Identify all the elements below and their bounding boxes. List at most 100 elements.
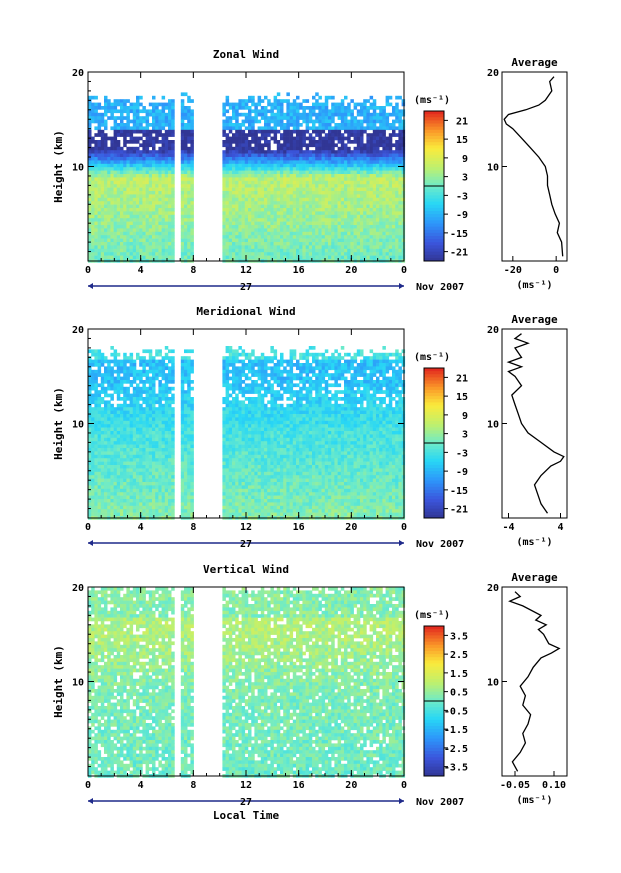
colorbar-segment (424, 411, 444, 416)
colorbar-tick-label: -15 (450, 229, 468, 240)
colorbar-segment (424, 738, 444, 743)
x-tick-label: 8 (190, 522, 196, 533)
colorbar-segment (424, 182, 444, 187)
y-axis-label: Height (km) (52, 645, 65, 718)
colorbar-segment (424, 151, 444, 156)
colorbar-segment (424, 408, 444, 413)
colorbar-segment (424, 638, 444, 643)
panel-3: Vertical Wind 0 4 8 12 16 20 0 10 20 Height (km) 27… (52, 563, 568, 822)
x-tick-label: 0 (85, 522, 91, 533)
average-x-label: (ms⁻¹) (516, 537, 552, 548)
colorbar-segment (424, 760, 444, 764)
x-tick-label: 20 (345, 265, 357, 276)
colorbar-segment (424, 201, 444, 206)
colorbar-segment (424, 446, 444, 450)
colorbar-segment (424, 396, 444, 400)
colorbar-segment (424, 666, 444, 671)
colorbar-segment (424, 405, 444, 410)
colorbar-tick-label: 0.5 (450, 688, 468, 699)
average-x-label: (ms⁻¹) (516, 280, 552, 291)
day-bar-arrow-right (399, 798, 404, 804)
colorbar-segment (424, 455, 444, 460)
colorbar-segment (424, 452, 444, 456)
colorbar-segment (424, 139, 444, 143)
average-profile: Average 10 20 -0.05 0.10 (ms⁻¹) (487, 571, 568, 806)
colorbar-segment (424, 751, 444, 755)
colorbar-segment (424, 461, 444, 466)
colorbar-segment (424, 226, 444, 231)
colorbar-segment (424, 414, 444, 419)
day-bar-arrow-left (88, 798, 93, 804)
colorbar-segment (424, 393, 444, 397)
x-tick-label: 0 (401, 780, 407, 791)
colorbar-tick-label: -1.5 (444, 725, 468, 736)
colorbar-tick-label: -9 (456, 210, 468, 221)
x-tick-label: 12 (240, 522, 252, 533)
colorbar-segment (424, 483, 444, 488)
colorbar-segment (424, 722, 444, 727)
average-frame (501, 586, 568, 777)
x-tick-label: 16 (293, 522, 305, 533)
colorbar-segment (424, 214, 444, 218)
colorbar-segment (424, 471, 444, 475)
average-x-tick-label: 0.10 (542, 780, 566, 791)
average-y-tick-label: 10 (487, 420, 499, 431)
average-frame (501, 328, 568, 519)
colorbar-segment (424, 741, 444, 746)
colorbar-segment (424, 374, 444, 378)
colorbar-tick-label: 1.5 (450, 669, 468, 680)
y-tick-label: 10 (72, 420, 84, 431)
colorbar-tick-label: -21 (450, 505, 468, 516)
colorbar-segment (424, 161, 444, 165)
colorbar-tick-label: 9 (462, 411, 468, 422)
colorbar-tick-label: 21 (456, 116, 468, 127)
colorbar-tick-label: 2.5 (450, 650, 468, 661)
day-bar-arrow-right (399, 283, 404, 289)
colorbar-segment (424, 145, 444, 149)
x-tick-label: 12 (240, 780, 252, 791)
colorbar-segment (424, 682, 444, 686)
colorbar-segment (424, 729, 444, 733)
colorbar-segment (424, 651, 444, 655)
colorbar-segment (424, 697, 444, 702)
date-label: Nov 2007 (416, 539, 464, 550)
colorbar-segment (424, 251, 444, 256)
average-y-tick-label: 10 (487, 163, 499, 174)
average-x-tick-label: 4 (557, 522, 563, 533)
colorbar-segment (424, 511, 444, 516)
colorbar-tick-label: 15 (456, 392, 468, 403)
average-y-tick-label: 20 (487, 583, 499, 594)
colorbar-segment (424, 427, 444, 431)
x-tick-label: 4 (138, 780, 144, 791)
colorbar-segment (424, 242, 444, 246)
date-label: Nov 2007 (416, 282, 464, 293)
average-line (503, 76, 564, 257)
colorbar-segment (424, 211, 444, 215)
colorbar-segment (424, 663, 444, 668)
colorbar-segment (424, 204, 444, 209)
colorbar-tick-label: 3 (462, 430, 468, 441)
y-tick-label: 20 (72, 68, 84, 79)
colorbar-segment (424, 220, 444, 224)
colorbar-segment (424, 713, 444, 718)
colorbar-segment (424, 672, 444, 677)
colorbar-segment (424, 632, 444, 636)
colorbar-segment (424, 179, 444, 184)
colorbar-segment (424, 763, 444, 768)
colorbar-segment (424, 719, 444, 724)
colorbar-tick-label: 15 (456, 135, 468, 146)
colorbar-segment (424, 123, 444, 128)
colorbar: (ms⁻¹)3.5 2.5 1.5 0.5 -0.5 -1.5 -2.5 -3.5 (414, 610, 468, 777)
colorbar-segment (424, 735, 444, 739)
colorbar: (ms⁻¹) 21 15 9 3 -3 -9 -15 -21 (414, 352, 468, 519)
average-y-tick-label: 20 (487, 325, 499, 336)
colorbar-segment (424, 707, 444, 711)
average-line (508, 591, 561, 772)
colorbar-segment (424, 421, 444, 425)
colorbar-segment (424, 126, 444, 131)
colorbar-segment (424, 223, 444, 228)
average-line (506, 333, 565, 514)
y-axis-label: Height (km) (52, 130, 65, 203)
colorbar-segment (424, 430, 444, 435)
colorbar: (ms⁻¹) 21 15 9 3 -3 -9 -15 -21 (414, 95, 468, 262)
